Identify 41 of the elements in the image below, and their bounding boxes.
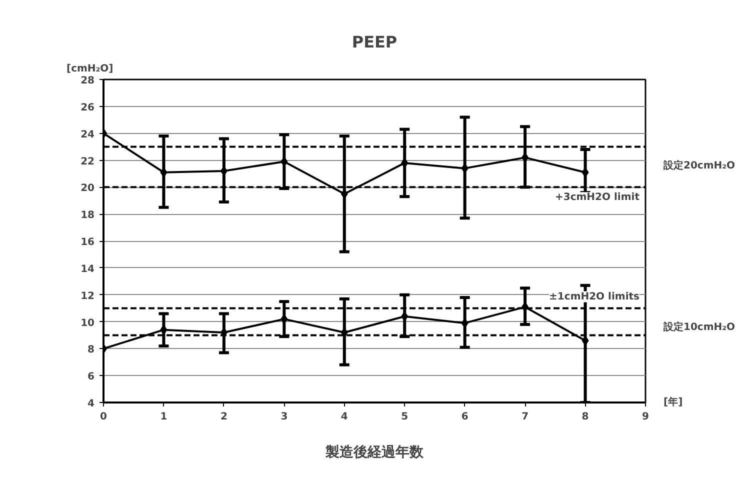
ref-line-label: +3cmH2O limit — [555, 192, 640, 204]
x-tick-label: 3 — [280, 412, 288, 422]
y-axis-title: [cmH₂O] — [66, 64, 114, 74]
point — [160, 324, 168, 335]
point — [522, 152, 529, 163]
chart-title: PEEP — [352, 32, 398, 52]
x-tick-label: 6 — [461, 412, 468, 422]
text: 設定20cmH₂O — [662, 159, 736, 172]
x-tick-label: 4 — [340, 412, 348, 422]
x-tick-label: 2 — [220, 412, 228, 422]
y-tick-label: 28 — [80, 76, 95, 86]
text: 設定10cmH₂O — [662, 321, 736, 334]
y-tick-label: 22 — [80, 156, 95, 168]
x-tick-label: 0 — [100, 412, 108, 422]
y-tick-label: 14 — [80, 264, 95, 275]
point — [461, 318, 468, 328]
y-tick-label: 16 — [80, 237, 95, 248]
text: [年] — [664, 396, 683, 408]
x-tick-label: 9 — [642, 412, 650, 422]
point — [280, 156, 288, 167]
y-tick-label: 26 — [80, 102, 95, 114]
point — [401, 158, 408, 168]
y-tick-label: 18 — [80, 210, 95, 222]
y-tick-label: 4 — [88, 398, 95, 410]
x-tick-label: 5 — [401, 412, 408, 422]
x-tick-label: 8 — [582, 412, 589, 422]
point — [340, 188, 348, 199]
y-tick-label: 12 — [80, 290, 95, 302]
point — [280, 314, 288, 324]
x-tick-label: 1 — [160, 412, 168, 422]
x-axis-title: 製造後経過年数 — [324, 444, 424, 460]
ref-line-label: ±1cmH2O limits — [549, 291, 640, 302]
point — [522, 302, 529, 312]
y-tick-label: 10 — [80, 318, 95, 329]
point — [401, 311, 408, 322]
y-tick-label: 20 — [80, 183, 95, 194]
y-tick-label: 8 — [88, 344, 95, 356]
x-tick-label: 7 — [522, 412, 529, 422]
y-tick-label: 6 — [88, 372, 95, 383]
point — [461, 163, 468, 174]
y-tick-label: 24 — [80, 129, 95, 140]
